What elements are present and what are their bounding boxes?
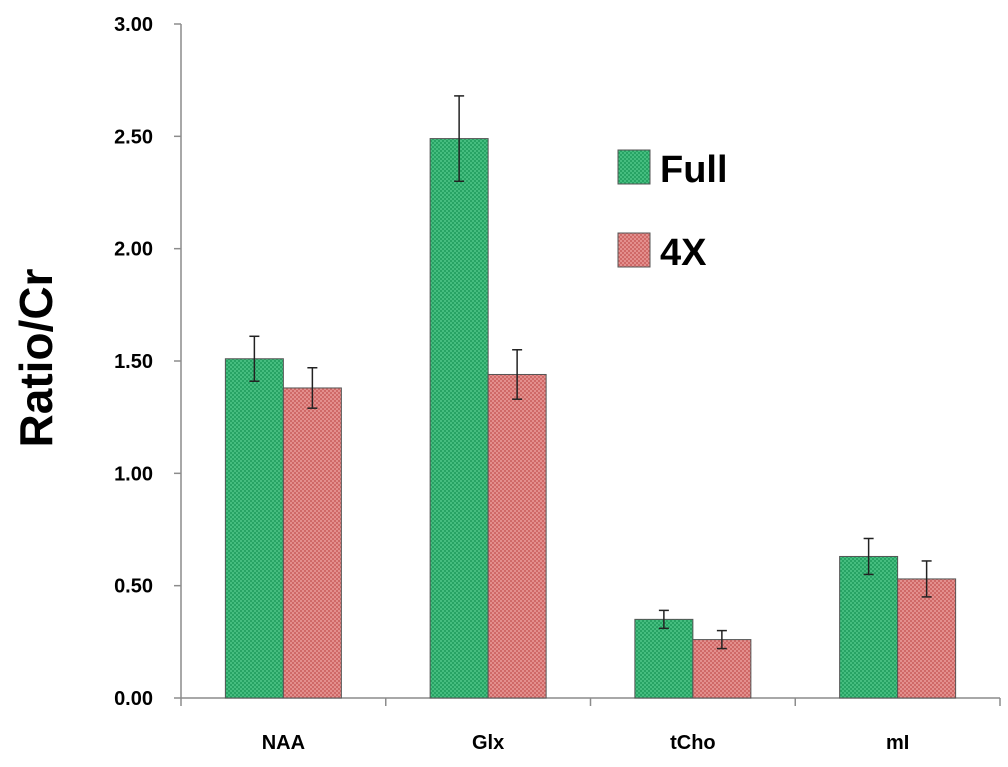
y-tick-label: 2.00 (114, 239, 153, 261)
y-tick-label: 2.50 (114, 126, 153, 148)
bar-4x-naa (282, 387, 342, 699)
bar-full-mi (839, 555, 899, 699)
y-tick-label: 3.00 (114, 14, 153, 36)
x-tick-label: tCho (670, 732, 716, 754)
x-tick-label: mI (886, 732, 909, 754)
x-tick-labels: NAA Glx tCho mI (262, 732, 910, 754)
y-tick-label: 0.00 (114, 688, 153, 710)
bar-full-glx (429, 138, 489, 699)
y-tick-label: 0.50 (114, 576, 153, 598)
legend-label: 4X (660, 232, 707, 274)
bar-full-tcho (634, 618, 694, 699)
x-tick-label: Glx (472, 732, 504, 754)
y-tick-labels: 0.00 0.50 1.00 1.50 2.00 2.50 3.00 (114, 14, 153, 710)
y-tick-label: 1.50 (114, 351, 153, 373)
legend-label: Full (660, 149, 728, 191)
bar-4x-mi (897, 578, 957, 699)
y-tick-label: 1.00 (114, 463, 153, 485)
legend: Full 4X (617, 149, 728, 274)
bar-full-naa (224, 358, 284, 699)
legend-swatch (617, 232, 651, 268)
error-bars (249, 95, 932, 650)
bars (224, 138, 957, 699)
bar-4x-glx (487, 373, 547, 699)
y-axis-title: Ratio/Cr (10, 268, 62, 447)
legend-swatch (617, 149, 651, 185)
x-tick-label: NAA (262, 732, 305, 754)
